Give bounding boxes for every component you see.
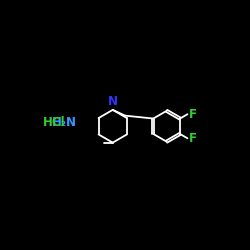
Text: F: F <box>188 132 196 145</box>
Text: N: N <box>108 95 118 108</box>
Text: F: F <box>188 108 196 121</box>
Text: HCl: HCl <box>43 116 65 129</box>
Text: H₂N: H₂N <box>52 116 77 129</box>
